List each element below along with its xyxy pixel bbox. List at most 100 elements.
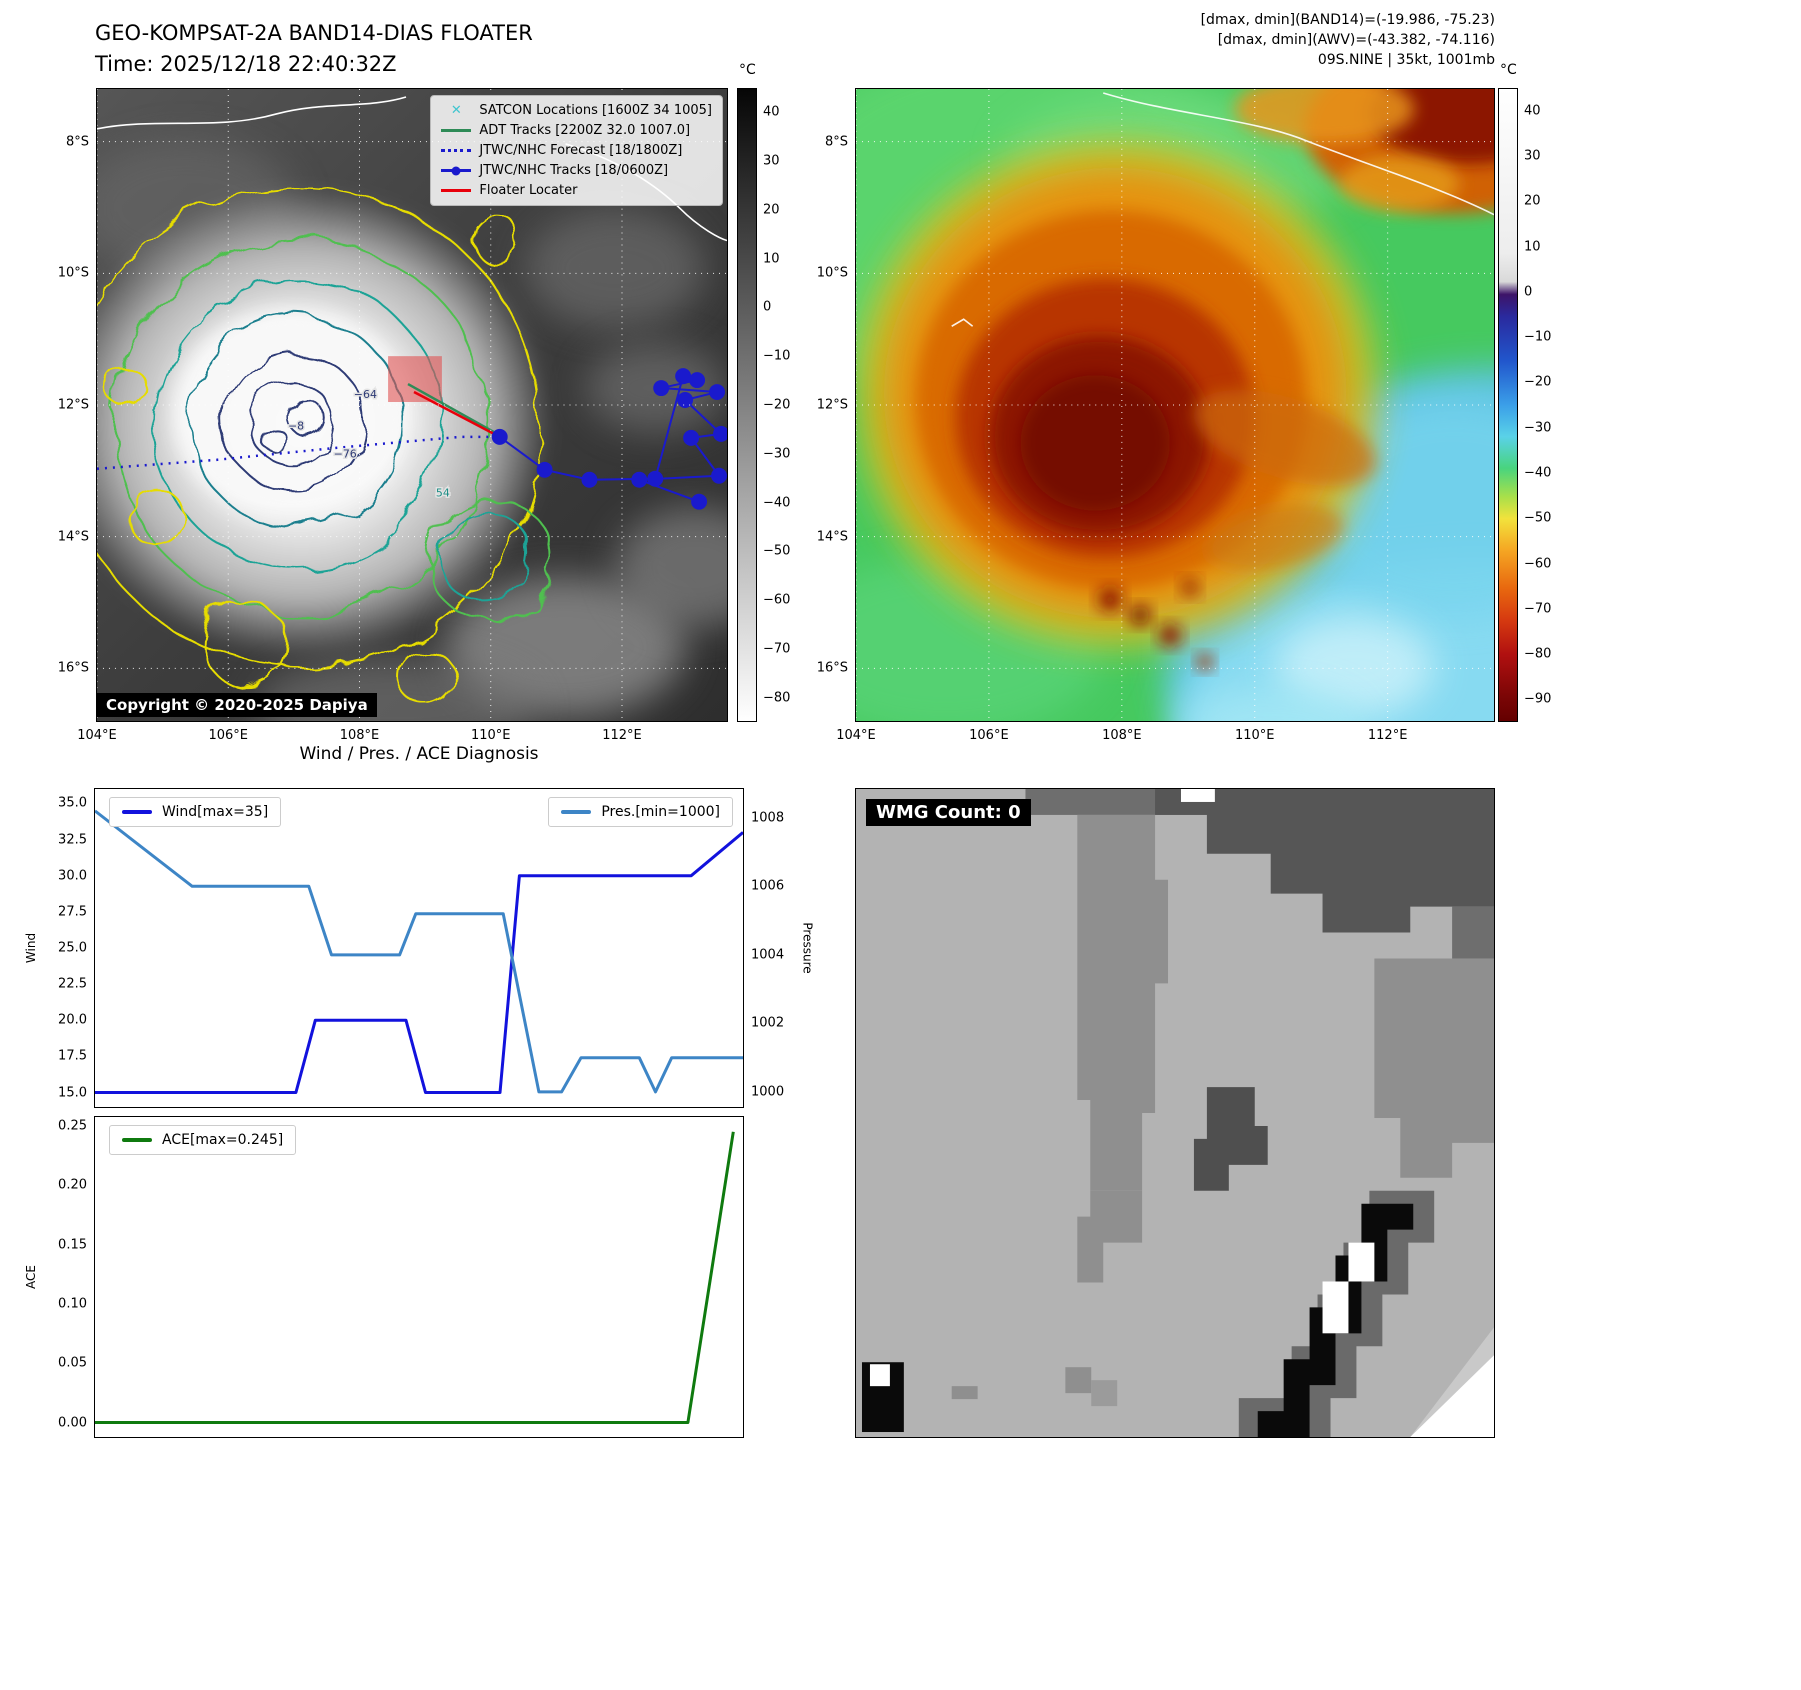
x-tick-label: 108°E <box>339 728 380 743</box>
storm-status-label: 09S.NINE | 35kt, 1001mb <box>1317 52 1495 68</box>
pressure-legend-label: Pres.[min=1000] <box>601 804 720 820</box>
colorbar-tick: 40 <box>1524 103 1541 119</box>
awv-image-area <box>856 89 1494 721</box>
x-tick-label: 106°E <box>208 728 249 743</box>
y-tick-label: 17.5 <box>58 1048 87 1064</box>
x-tick-label: 108°E <box>1102 728 1142 743</box>
colorbar-tick: 20 <box>1524 193 1541 209</box>
y-tick-label: 25.0 <box>58 940 87 956</box>
y-tick-label: 14°S <box>816 529 848 545</box>
colorbar-tick: 30 <box>763 153 780 169</box>
legend-item: ADT Tracks [2200Z 32.0 1007.0] <box>441 123 712 138</box>
ace-axis-label: ACE <box>24 1265 38 1289</box>
pressure-y-axis: 1000 1002 1004 1006 1008 <box>751 789 795 1107</box>
band14-legend: ✕ SATCON Locations [1600Z 34 1005] ADT Tra… <box>430 95 723 206</box>
series-line <box>95 809 743 1094</box>
y-tick-label: 0.25 <box>58 1118 87 1134</box>
awv-map-panel: 104°E 106°E 108°E 110°E 112°E 8°S 10°S 12°S 14°… <box>817 88 1495 743</box>
band14-x-axis: 104°E 106°E 108°E 110°E 112°E <box>77 721 727 745</box>
colorbar-tick: −10 <box>1524 329 1552 345</box>
colorbar-tick: −60 <box>1524 556 1552 571</box>
colorbar-tick: −50 <box>763 543 791 559</box>
y-tick-label: 0.00 <box>58 1415 87 1431</box>
y-tick-label: 30.0 <box>58 868 87 884</box>
wind-legend-marker <box>122 810 152 814</box>
contour-rings <box>97 187 554 707</box>
storm-blob <box>856 138 1379 648</box>
dmax-awv-label: [dmax, dmin](AWV)=(-43.382, -74.116) <box>1217 32 1495 48</box>
convective-arms <box>1098 389 1376 671</box>
adt-track-line <box>407 382 495 434</box>
y-tick-label: 27.5 <box>58 904 87 920</box>
awv-colorbar-ticks: 40 30 20 10 0 −10 −20 −30 −40 −50 −60 −70 −80 −90 <box>1524 88 1562 722</box>
series-line <box>95 831 743 1094</box>
grid-lines <box>97 89 727 721</box>
y-tick-label: 1008 <box>751 810 785 826</box>
wind-legend: Wind[max=35] <box>109 797 282 827</box>
jtwc-track-line <box>491 368 727 510</box>
wmg-bottom-left-blob <box>861 1362 904 1433</box>
coastline <box>951 92 1494 327</box>
y-tick-label: 12°S <box>816 397 848 413</box>
colorbar-tick: −80 <box>763 690 791 706</box>
colorbar-tick: 10 <box>1524 239 1541 254</box>
legend-label: JTWC/NHC Tracks [18/0600Z] <box>479 163 669 178</box>
colorbar-tick: −10 <box>763 348 791 364</box>
wmg-corner <box>1410 1327 1494 1437</box>
series-line <box>95 1131 735 1424</box>
colorbar-tick: −50 <box>1524 510 1552 526</box>
colorbar-tick: −60 <box>763 592 791 608</box>
contour-label: −76 <box>334 447 357 460</box>
legend-label: JTWC/NHC Forecast [18/1800Z] <box>479 143 683 158</box>
wind-y-axis: 15.0 17.5 20.0 22.5 25.0 27.5 30.0 32.5 35.0 <box>43 789 87 1107</box>
y-tick-label: 0.20 <box>58 1177 87 1193</box>
pressure-legend-marker <box>561 810 592 814</box>
y-tick-label: 0.05 <box>58 1355 87 1371</box>
awv-satellite-image <box>856 89 1494 721</box>
colorbar-tick: −70 <box>1524 601 1552 617</box>
ace-plot <box>95 1131 735 1424</box>
band14-colorbar-ticks: 40 30 20 10 0 −10 −20 −30 −40 −50 −60 −70 −80 <box>763 88 801 722</box>
floater-target-box <box>388 356 442 403</box>
wmg-dark-band <box>1238 1190 1435 1437</box>
colorbar-tick: 30 <box>1524 148 1541 164</box>
colorbar-tick: 0 <box>763 299 772 315</box>
colorbar-tick: −30 <box>763 446 791 462</box>
y-tick-label: 14°S <box>57 529 89 545</box>
ace-y-axis: 0.00 0.05 0.10 0.15 0.20 0.25 <box>43 1117 87 1437</box>
legend-label: SATCON Locations [1600Z 34 1005] <box>479 103 712 118</box>
wind-pressure-chart: Wind[max=35] Pres.[min=1000] 15.0 17.5 20.… <box>24 788 814 1108</box>
y-tick-label: 22.5 <box>58 976 87 992</box>
colorbar-tick: 40 <box>763 104 780 120</box>
y-tick-label: 12°S <box>57 397 89 413</box>
contour-label: −8 <box>288 420 304 433</box>
y-tick-label: 32.5 <box>58 832 87 848</box>
band14-colorbar-unit: °C <box>739 62 756 78</box>
colorbar-tick: −30 <box>1524 420 1552 436</box>
contour-label: −64 <box>354 388 377 401</box>
colorbar-tick: −20 <box>763 397 791 413</box>
y-tick-label: 10°S <box>57 265 89 281</box>
wmg-panel: WMG Count: 0 <box>855 788 1495 1438</box>
legend-label: ADT Tracks [2200Z 32.0 1007.0] <box>479 123 691 138</box>
x-tick-label: 104°E <box>77 728 117 743</box>
jtwc-forecast-line <box>97 435 496 471</box>
colorbar-tick: −70 <box>763 641 791 657</box>
x-tick-label: 112°E <box>602 728 642 743</box>
x-tick-label: 110°E <box>1234 728 1275 743</box>
colorbar-tick: −80 <box>1524 646 1552 662</box>
awv-x-axis: 104°E 106°E 108°E 110°E 112°E <box>836 721 1494 745</box>
legend-line-icon <box>441 125 472 137</box>
wmg-image <box>856 789 1494 1437</box>
y-tick-label: 1000 <box>751 1084 785 1100</box>
band14-colorbar: °C 40 30 20 10 0 −10 −20 −30 −40 −50 −60 −70 −80 <box>737 62 801 722</box>
x-tick-label: 104°E <box>836 728 876 743</box>
colorbar-tick: 20 <box>763 202 780 218</box>
y-tick-label: 1004 <box>751 947 785 963</box>
colorbar-tick: 0 <box>1524 284 1533 300</box>
colorbar-tick: 10 <box>763 251 780 267</box>
wmg-gray-regions <box>951 789 1494 1407</box>
band14-y-axis: 8°S 10°S 12°S 14°S 16°S <box>45 89 97 721</box>
y-tick-label: 8°S <box>824 134 848 150</box>
y-tick-label: 8°S <box>65 134 89 150</box>
